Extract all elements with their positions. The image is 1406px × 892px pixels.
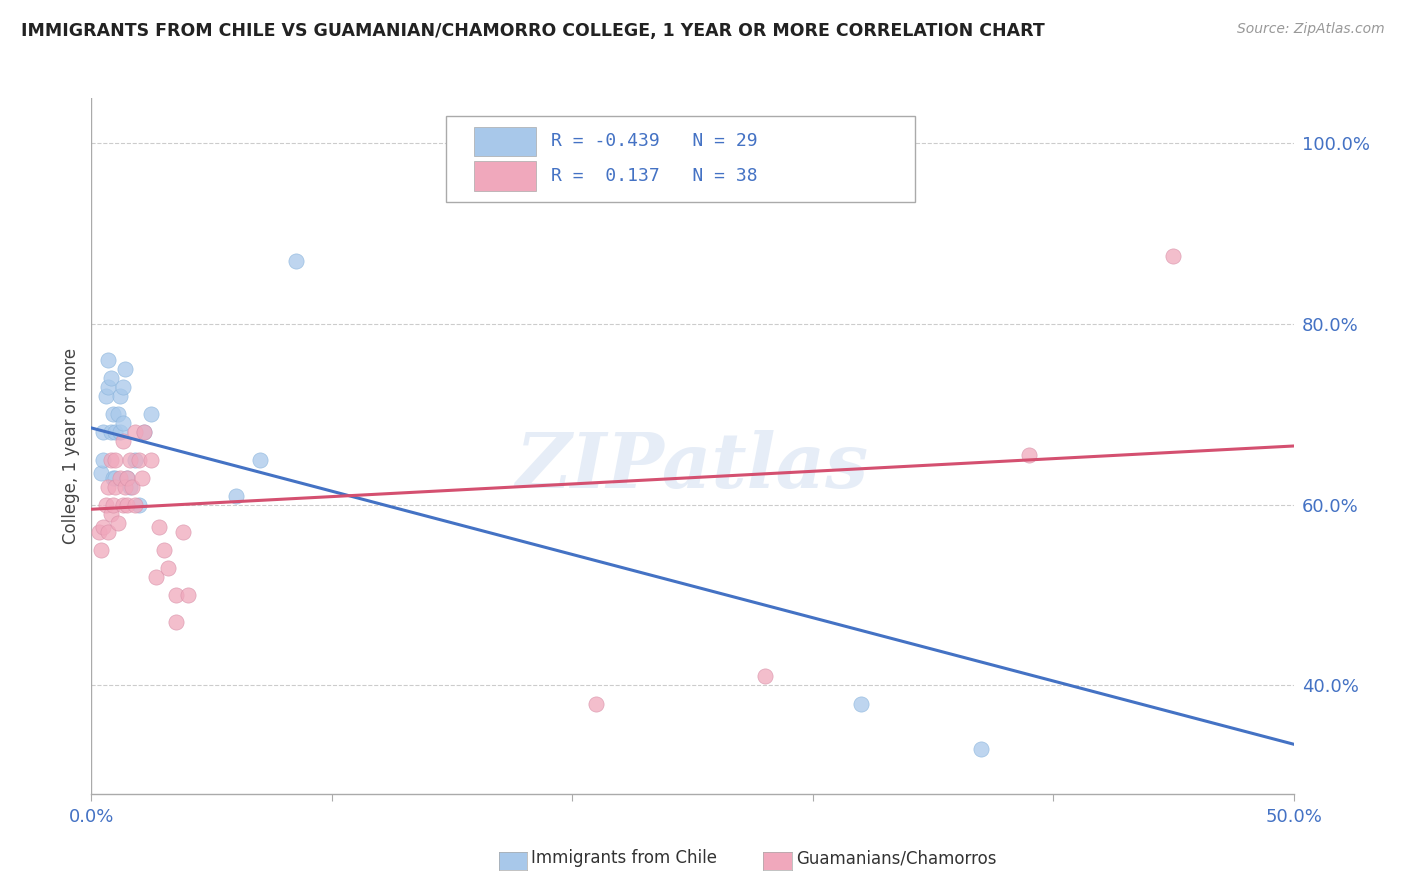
- Point: [118, 480, 141, 494]
- Point: [110, 425, 132, 440]
- Point: [134, 425, 156, 440]
- Point: [93, 520, 115, 534]
- Point: [249, 452, 271, 467]
- Point: [124, 498, 146, 512]
- Text: R =  0.137   N = 38: R = 0.137 N = 38: [551, 167, 758, 185]
- Point: [225, 489, 247, 503]
- Point: [100, 371, 122, 385]
- Point: [111, 498, 134, 512]
- Point: [107, 408, 129, 422]
- FancyBboxPatch shape: [446, 116, 915, 202]
- Point: [97, 524, 120, 539]
- Text: Guamanians/Chamorros: Guamanians/Chamorros: [796, 849, 997, 867]
- Point: [90, 466, 112, 480]
- Point: [97, 480, 120, 494]
- Point: [94, 498, 117, 512]
- Point: [1018, 448, 1040, 462]
- Point: [121, 480, 143, 494]
- Text: R = -0.439   N = 29: R = -0.439 N = 29: [551, 132, 758, 150]
- Point: [93, 452, 115, 467]
- Point: [110, 470, 132, 484]
- Point: [754, 669, 776, 683]
- Point: [128, 452, 150, 467]
- Point: [104, 425, 127, 440]
- Point: [101, 470, 124, 484]
- Point: [93, 425, 115, 440]
- Point: [90, 542, 112, 557]
- Point: [1161, 249, 1184, 263]
- Point: [94, 389, 117, 403]
- Point: [131, 470, 153, 484]
- Point: [117, 470, 139, 484]
- Point: [100, 452, 122, 467]
- Text: ZIPatlas: ZIPatlas: [516, 430, 869, 504]
- Point: [101, 408, 124, 422]
- FancyBboxPatch shape: [474, 127, 536, 156]
- Point: [172, 524, 194, 539]
- Point: [141, 452, 163, 467]
- Point: [176, 588, 198, 602]
- Point: [110, 389, 132, 403]
- Point: [152, 542, 174, 557]
- Point: [100, 507, 122, 521]
- Point: [87, 524, 110, 539]
- Point: [141, 408, 163, 422]
- Point: [111, 380, 134, 394]
- Point: [124, 425, 146, 440]
- Point: [114, 480, 136, 494]
- Text: Immigrants from Chile: Immigrants from Chile: [531, 849, 717, 867]
- Point: [114, 362, 136, 376]
- Point: [148, 520, 170, 534]
- Y-axis label: College, 1 year or more: College, 1 year or more: [62, 348, 80, 544]
- FancyBboxPatch shape: [474, 161, 536, 191]
- Text: Source: ZipAtlas.com: Source: ZipAtlas.com: [1237, 22, 1385, 37]
- Point: [284, 253, 307, 268]
- Point: [104, 452, 127, 467]
- Point: [101, 498, 124, 512]
- Point: [145, 570, 167, 584]
- Point: [157, 561, 180, 575]
- Point: [100, 425, 122, 440]
- Point: [124, 452, 146, 467]
- Point: [97, 380, 120, 394]
- Point: [970, 741, 993, 756]
- Point: [97, 353, 120, 368]
- Point: [118, 452, 141, 467]
- Point: [104, 480, 127, 494]
- Point: [165, 615, 187, 630]
- Point: [585, 697, 607, 711]
- Point: [134, 425, 156, 440]
- Point: [111, 417, 134, 431]
- Point: [111, 434, 134, 449]
- Point: [104, 470, 127, 484]
- Point: [107, 516, 129, 530]
- Point: [165, 588, 187, 602]
- Point: [128, 498, 150, 512]
- Point: [849, 697, 872, 711]
- Text: IMMIGRANTS FROM CHILE VS GUAMANIAN/CHAMORRO COLLEGE, 1 YEAR OR MORE CORRELATION : IMMIGRANTS FROM CHILE VS GUAMANIAN/CHAMO…: [21, 22, 1045, 40]
- Point: [117, 470, 139, 484]
- Point: [117, 498, 139, 512]
